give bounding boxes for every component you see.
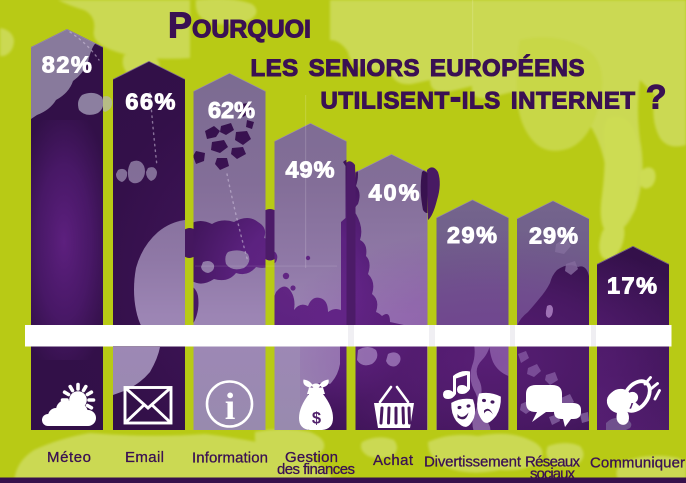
svg-text:utilisent-ils internet ?: utilisent-ils internet ? xyxy=(321,79,667,117)
svg-text:49%: 49% xyxy=(286,157,335,183)
svg-text:sociaux: sociaux xyxy=(530,466,576,483)
svg-text:les seniors européens: les seniors européens xyxy=(251,46,585,84)
svg-text:82%: 82% xyxy=(42,52,92,78)
svg-text:40%: 40% xyxy=(369,180,420,206)
svg-text:Réseaux: Réseaux xyxy=(525,454,581,471)
svg-text:66%: 66% xyxy=(125,89,175,115)
svg-text:des finances: des finances xyxy=(277,461,355,478)
svg-text:Divertissement: Divertissement xyxy=(424,454,522,471)
svg-text:29%: 29% xyxy=(447,222,497,248)
svg-text:$: $ xyxy=(312,410,321,428)
svg-text:Communiquer: Communiquer xyxy=(590,455,685,472)
svg-text:Pourquoi: Pourquoi xyxy=(168,5,311,46)
svg-text:Gestion: Gestion xyxy=(285,449,338,466)
svg-text:Achat: Achat xyxy=(373,452,414,469)
svg-text:17%: 17% xyxy=(607,273,657,299)
svg-text:i: i xyxy=(225,386,236,428)
svg-text:Méteo: Méteo xyxy=(47,449,91,466)
svg-text:Information: Information xyxy=(192,450,268,467)
svg-text:29%: 29% xyxy=(529,223,578,249)
svg-text:Email: Email xyxy=(125,449,164,466)
svg-text:62%: 62% xyxy=(208,97,255,123)
